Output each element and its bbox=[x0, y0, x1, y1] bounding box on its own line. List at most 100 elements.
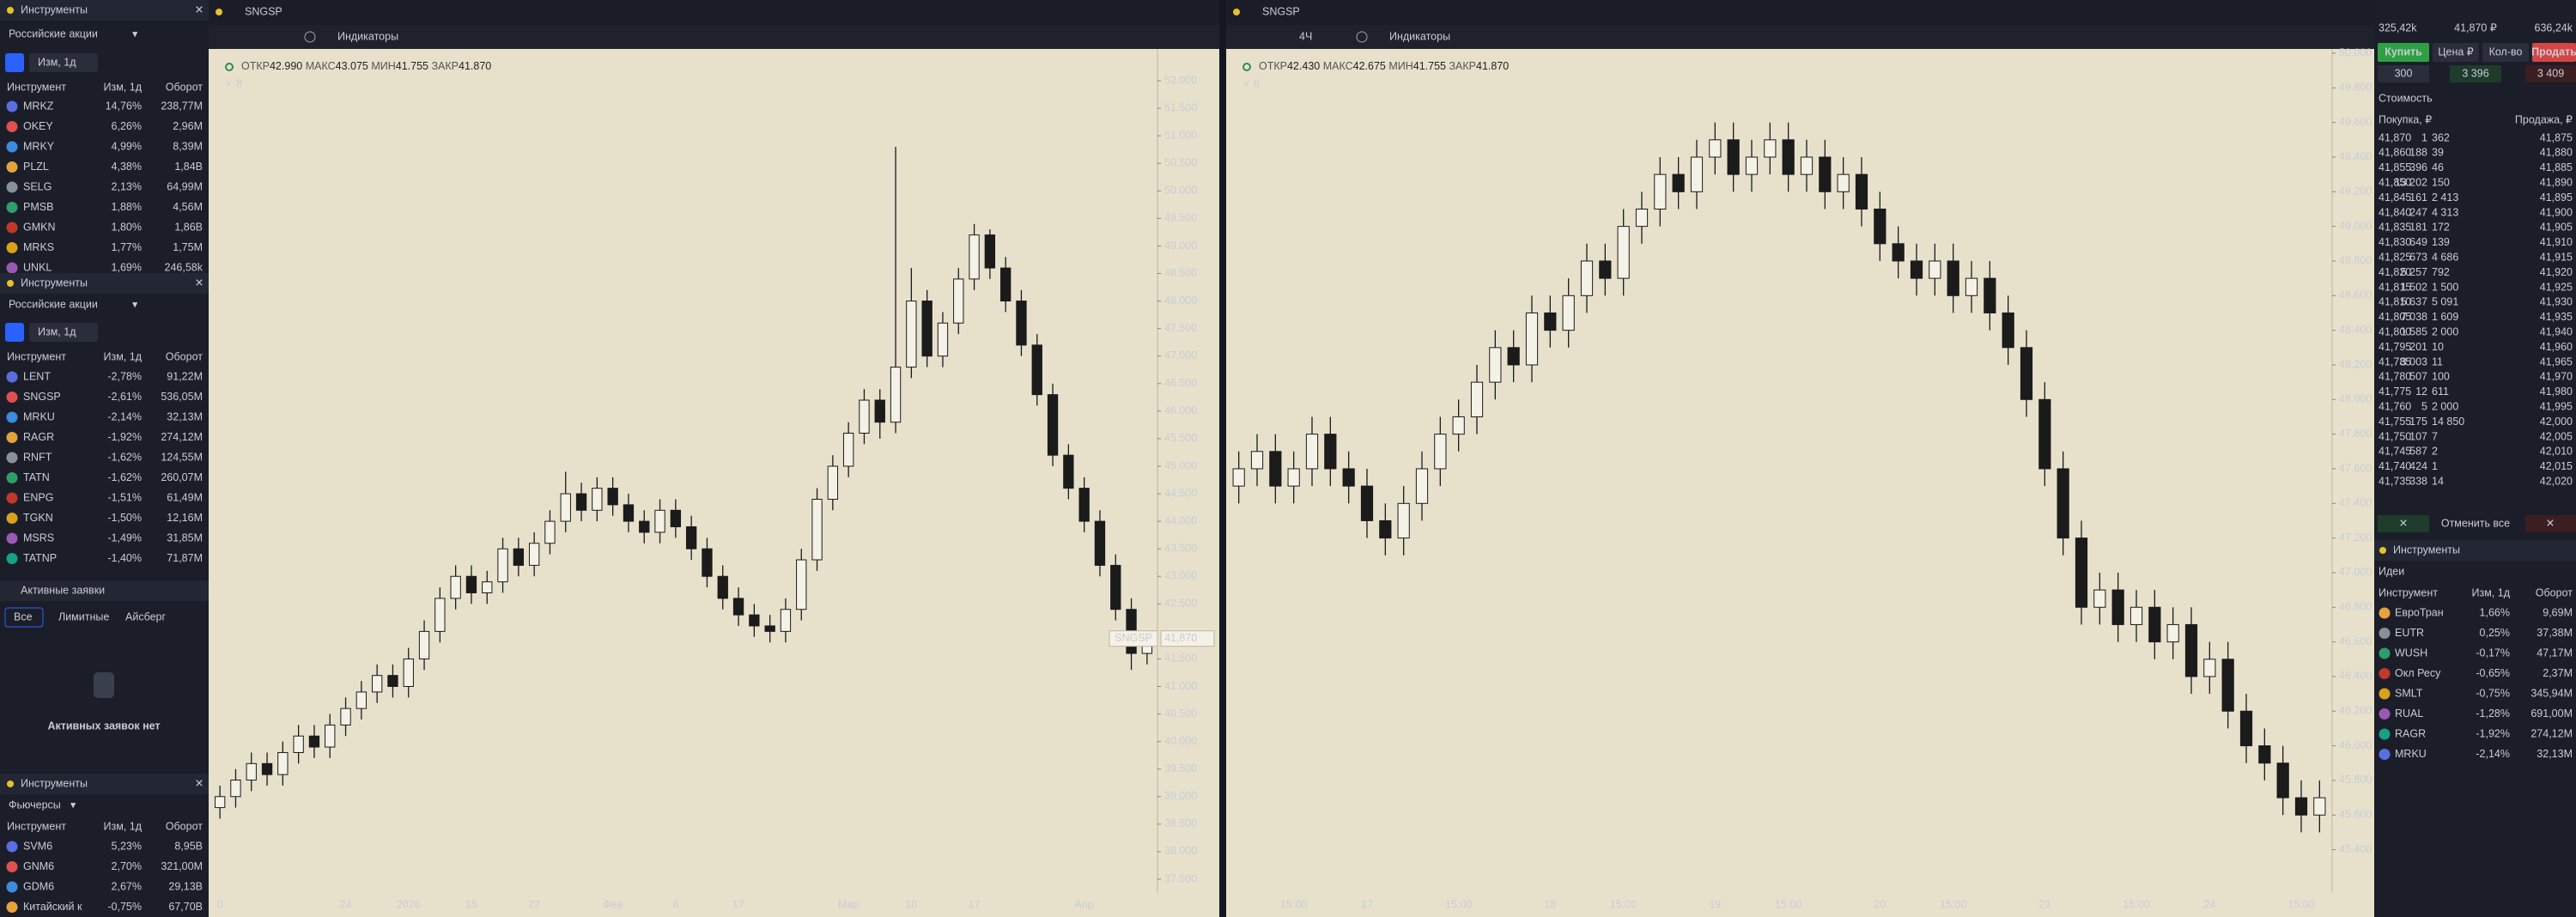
ticker[interactable]: MRKZ bbox=[23, 100, 54, 112]
ticker[interactable]: PLZL bbox=[23, 161, 49, 173]
order-tab[interactable]: Айсберг bbox=[125, 610, 166, 622]
change: 2,13% bbox=[112, 180, 142, 192]
ticker[interactable]: ENPG bbox=[23, 491, 53, 503]
trade-input[interactable] bbox=[2450, 65, 2501, 82]
ticker[interactable]: SELG bbox=[23, 180, 52, 192]
legend-label: ЗАКР bbox=[1449, 60, 1477, 72]
y-tick-label: 49.500 bbox=[1164, 212, 1197, 224]
ticker[interactable]: GNM6 bbox=[23, 860, 54, 872]
ticker[interactable]: GDM6 bbox=[23, 880, 54, 892]
ticker[interactable]: RAGR bbox=[2395, 727, 2426, 739]
ticker[interactable]: SNGSP bbox=[23, 391, 61, 403]
ticker[interactable]: MRKS bbox=[23, 241, 54, 253]
candle-body bbox=[261, 762, 273, 775]
bid-price: 41,735 bbox=[2379, 475, 2411, 487]
ticker[interactable]: Окл Ресу bbox=[2395, 667, 2441, 679]
trade-button-label[interactable]: Продать bbox=[2531, 46, 2576, 58]
market-select[interactable]: Фьючерсы bbox=[9, 799, 61, 811]
ticker[interactable]: MRKU bbox=[23, 410, 55, 422]
turnover: 8,39М bbox=[173, 140, 203, 152]
ticker[interactable]: MRKY bbox=[23, 140, 55, 152]
turnover: 12,16М bbox=[167, 512, 203, 524]
y-tick-label: 52.000 bbox=[1164, 74, 1197, 86]
ticker[interactable]: RNFT bbox=[23, 451, 52, 463]
trade-button-label[interactable]: Купить bbox=[2385, 46, 2422, 58]
ticker[interactable]: RUAL bbox=[2395, 707, 2423, 720]
candle-body bbox=[1232, 468, 1245, 487]
order-tab[interactable]: Все bbox=[14, 610, 33, 622]
trade-input[interactable] bbox=[2378, 65, 2429, 82]
bid-quantity: 587 bbox=[2409, 446, 2427, 458]
filter-chip[interactable] bbox=[29, 323, 98, 342]
candle-body bbox=[246, 762, 257, 781]
y-tick-label: 45.800 bbox=[2339, 774, 2372, 786]
ticker[interactable]: OKEY bbox=[23, 120, 53, 132]
ticker[interactable]: PMSB bbox=[23, 201, 53, 213]
ticker[interactable]: WUSH bbox=[2395, 647, 2427, 659]
interval[interactable]: 4Ч bbox=[1299, 30, 1312, 42]
change: 0,25% bbox=[2480, 627, 2510, 639]
ticker[interactable]: MRKU bbox=[2395, 748, 2427, 760]
ticker[interactable]: TATN bbox=[23, 471, 50, 483]
ask-price: 41,995 bbox=[2540, 400, 2573, 412]
ticker[interactable]: GMKN bbox=[23, 221, 56, 233]
candle-body bbox=[1110, 564, 1121, 610]
ticker[interactable]: EUTR bbox=[2395, 627, 2424, 639]
instrument-icon bbox=[6, 881, 18, 893]
order-tab[interactable]: Лимитные bbox=[58, 610, 109, 622]
list-select[interactable]: Идеи bbox=[2379, 565, 2404, 577]
ticker[interactable]: RAGR bbox=[23, 431, 54, 443]
candle-body bbox=[937, 322, 949, 357]
bid-quantity: 1 585 bbox=[2401, 325, 2427, 337]
cancel-buy[interactable] bbox=[2378, 515, 2429, 532]
y-tick-label: 37.500 bbox=[1164, 872, 1197, 884]
market-select[interactable]: Российские акции bbox=[9, 27, 98, 39]
cancel-sell[interactable] bbox=[2525, 515, 2576, 532]
trade-button[interactable] bbox=[2482, 43, 2529, 62]
ticker[interactable]: SMLT bbox=[2395, 687, 2423, 699]
ask-quantity: 2 000 bbox=[2432, 400, 2458, 412]
turnover: 536,05М bbox=[161, 391, 203, 403]
trade-input[interactable] bbox=[2525, 65, 2576, 82]
ticker[interactable]: TGKN bbox=[23, 512, 53, 524]
tab-bar bbox=[209, 0, 1219, 25]
cancel-all-button[interactable]: Отменить все bbox=[2441, 517, 2510, 529]
candle-body bbox=[2203, 659, 2216, 677]
ticker[interactable]: UNKL bbox=[23, 261, 52, 273]
ticker[interactable]: Китайский к bbox=[23, 901, 82, 913]
x-tick-label: 24 bbox=[340, 898, 352, 910]
ticker[interactable]: TATNP bbox=[23, 552, 57, 564]
indicators-button[interactable]: Индикаторы bbox=[1389, 30, 1450, 42]
trade-button-label[interactable]: Цена ₽ bbox=[2438, 46, 2474, 58]
turnover: 47,17М bbox=[2537, 647, 2573, 659]
column-header: Оборот bbox=[166, 81, 203, 93]
bid-quantity: 3 003 bbox=[2401, 355, 2427, 367]
candle-body bbox=[2057, 468, 2069, 539]
y-tick-label: 47.000 bbox=[2339, 566, 2372, 578]
filter-chip-label: Изм, 1д bbox=[38, 325, 76, 337]
ask-quantity: 39 bbox=[2432, 147, 2444, 159]
trade-button[interactable] bbox=[2378, 43, 2429, 62]
tab-bar bbox=[1226, 0, 2374, 25]
filter-button[interactable] bbox=[5, 53, 24, 72]
trade-button[interactable] bbox=[2532, 43, 2576, 62]
market-select[interactable]: Российские акции bbox=[9, 298, 98, 310]
ticker[interactable]: LENT bbox=[23, 370, 51, 382]
turnover: 274,12М bbox=[161, 431, 203, 443]
ticker[interactable]: ЕвроТран bbox=[2395, 606, 2444, 618]
trade-button[interactable] bbox=[2433, 43, 2479, 62]
instrument-icon bbox=[2379, 628, 2391, 639]
ticker[interactable]: SVM6 bbox=[23, 840, 52, 852]
filter-button[interactable] bbox=[5, 323, 24, 342]
y-tick-label: 48.800 bbox=[2339, 254, 2372, 266]
indicators-button[interactable]: Индикаторы bbox=[337, 30, 398, 42]
trade-button-label[interactable]: Кол-во bbox=[2489, 46, 2523, 58]
y-tick-label: 41.000 bbox=[1164, 680, 1197, 692]
panel-close: ✕ bbox=[195, 777, 204, 789]
change: 1,88% bbox=[112, 201, 142, 213]
ask-price: 41,910 bbox=[2540, 236, 2573, 248]
filter-chip[interactable] bbox=[29, 53, 98, 72]
ticker[interactable]: MSRS bbox=[23, 531, 54, 544]
candle-body bbox=[1250, 451, 1264, 470]
candle-body bbox=[1580, 260, 1594, 296]
